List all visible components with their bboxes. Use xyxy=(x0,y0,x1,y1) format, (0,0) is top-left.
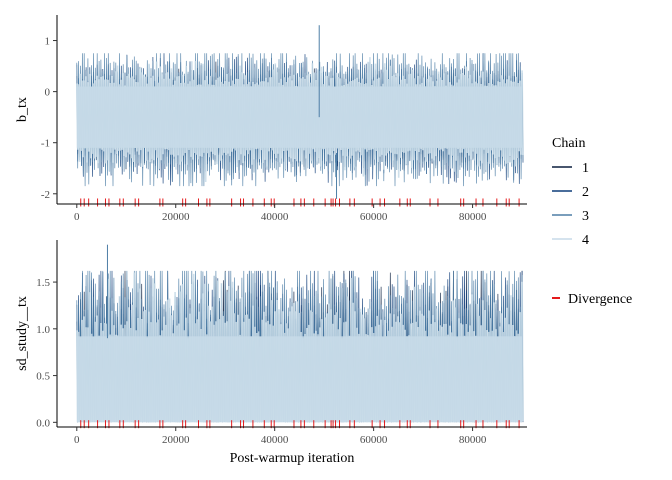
y-tick-label: 0 xyxy=(45,87,51,99)
x-tick-label: 20000 xyxy=(162,434,190,446)
y-tick-label: -2 xyxy=(41,189,50,201)
legend-title: Chain xyxy=(552,136,585,151)
x-tick-label: 80000 xyxy=(459,434,487,446)
panel-sd-study-tx: 0.0 0.5 1.0 1.5 0 20000 40000 60000 80000 sd_stud… xyxy=(15,240,527,466)
legend: Chain 1 2 3 4 Divergence xyxy=(552,136,632,307)
y-tick-label: 1 xyxy=(45,36,51,48)
x-axis-title: Post-warmup iteration xyxy=(230,451,355,466)
x-tick-label: 0 xyxy=(74,211,80,223)
x-tick-label: 60000 xyxy=(360,434,388,446)
x-tick-label: 40000 xyxy=(261,211,289,223)
panel-b-tx: -2 -1 0 1 0 20000 40000 60000 80000 b_tx xyxy=(15,15,527,223)
trace-band-chain-4 xyxy=(76,86,523,148)
x-tick-label: 0 xyxy=(74,434,80,446)
y-axis-title: b_tx xyxy=(15,97,30,122)
legend-label-chain-1: 1 xyxy=(582,161,589,176)
legend-label-chain-4: 4 xyxy=(582,233,589,248)
y-tick-label: -1 xyxy=(41,138,50,150)
x-tick-label: 60000 xyxy=(360,211,388,223)
x-tick-label: 20000 xyxy=(162,211,190,223)
y-tick-label: 0.0 xyxy=(36,417,50,429)
y-tick-label: 0.5 xyxy=(36,371,50,383)
legend-label-chain-3: 3 xyxy=(582,209,589,224)
y-tick-label: 1.5 xyxy=(36,277,50,289)
x-tick-label: 80000 xyxy=(459,211,487,223)
y-tick-label: 1.0 xyxy=(36,324,50,336)
legend-divergence-label: Divergence xyxy=(568,292,632,307)
legend-items: 1 2 3 4 xyxy=(552,161,589,248)
y-axis-title: sd_study__tx xyxy=(15,296,30,371)
trace-band-chain-4 xyxy=(76,336,523,423)
legend-label-chain-2: 2 xyxy=(582,185,589,200)
x-tick-label: 40000 xyxy=(261,434,289,446)
